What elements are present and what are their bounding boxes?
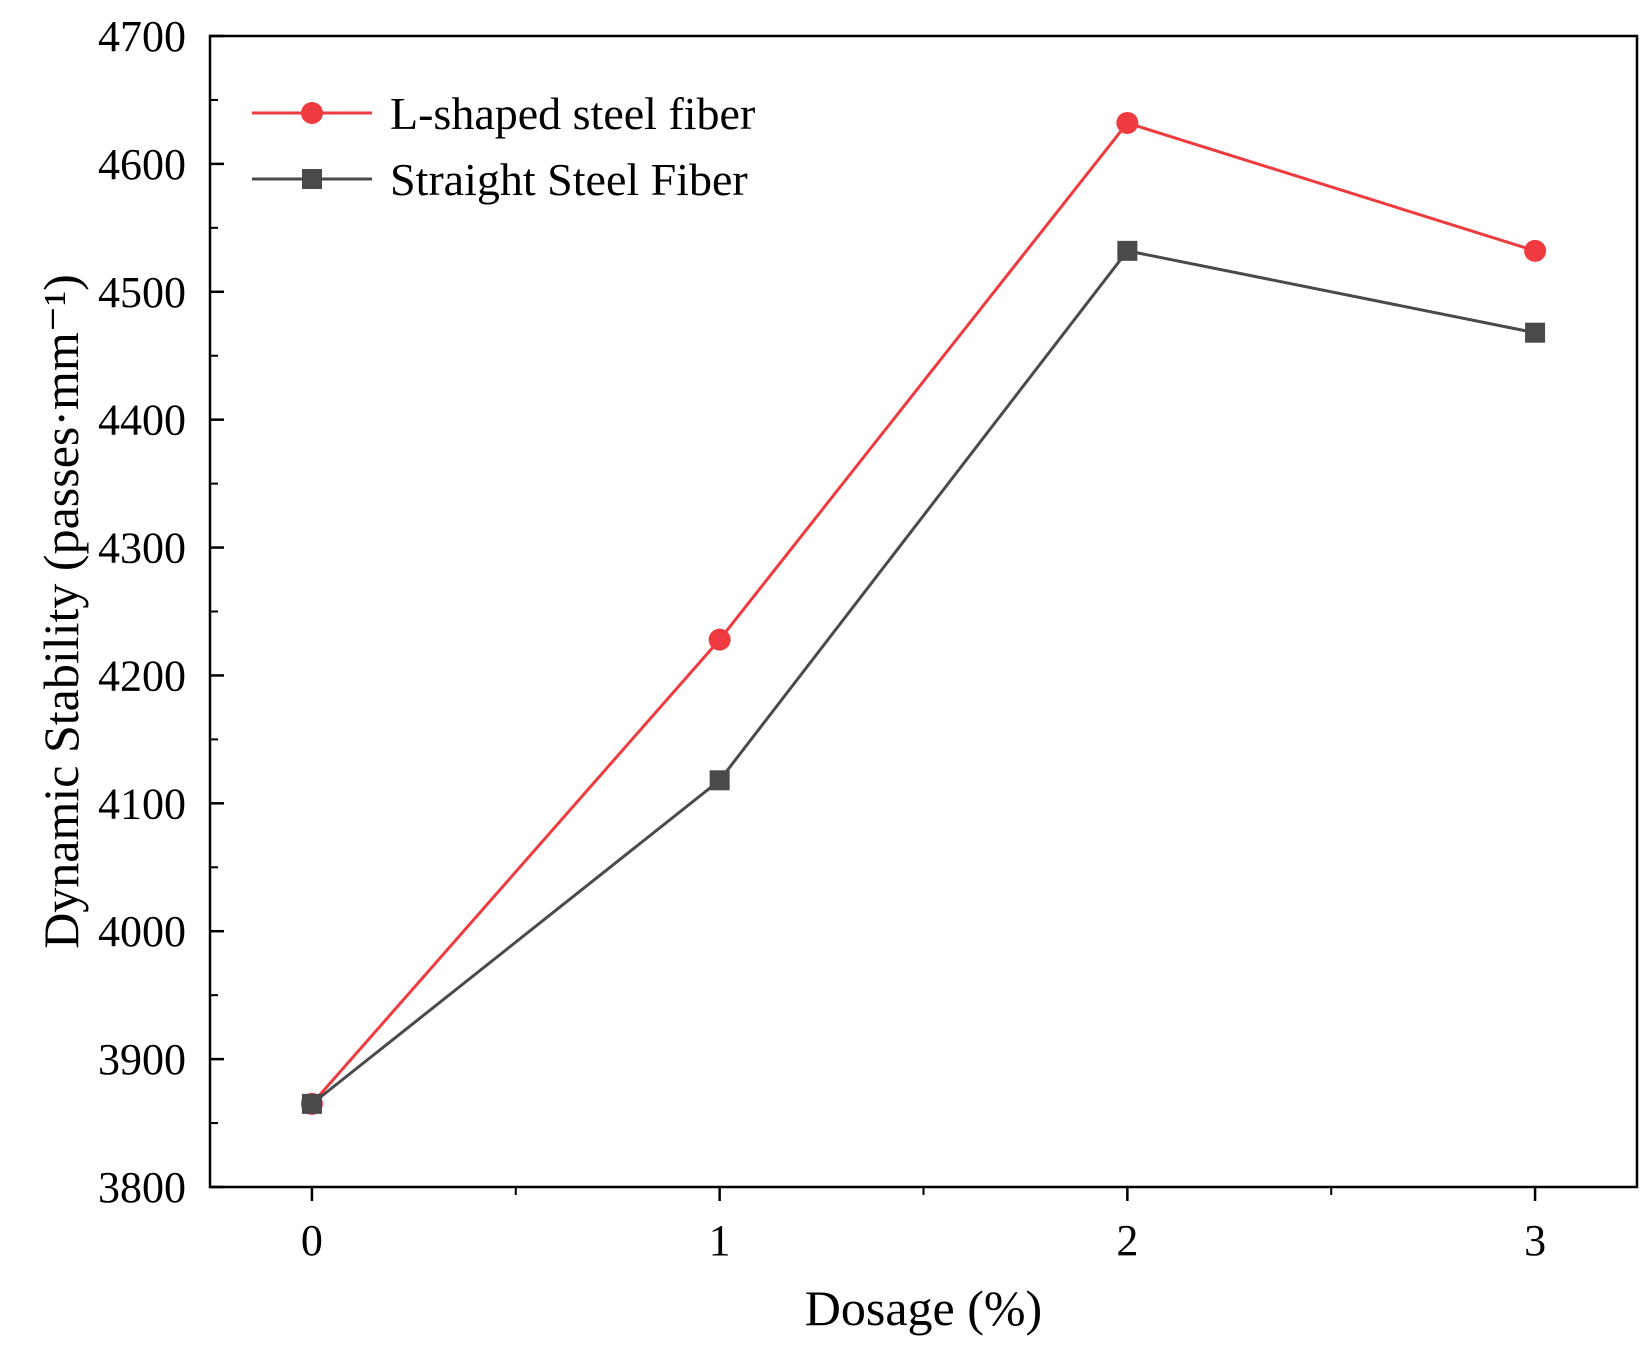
data-point bbox=[708, 628, 731, 651]
y-tick-label: 4300 bbox=[98, 524, 186, 573]
data-point bbox=[1524, 239, 1547, 262]
series-line bbox=[310, 121, 1536, 1105]
legend-entry: L-shaped steel fiber bbox=[252, 88, 755, 139]
x-tick-label: 3 bbox=[1524, 1216, 1546, 1265]
legend: L-shaped steel fiber Straight Steel Fiber bbox=[252, 88, 755, 205]
x-tick-label: 2 bbox=[1116, 1216, 1138, 1265]
y-tick-label: 4200 bbox=[98, 651, 186, 700]
data-point bbox=[709, 770, 730, 791]
data-point bbox=[1525, 322, 1546, 343]
series-layer bbox=[300, 111, 1547, 1115]
series-2 bbox=[301, 240, 1546, 1114]
x-axis-title: Dosage (%) bbox=[805, 1280, 1042, 1336]
data-point bbox=[1117, 240, 1138, 261]
axes-layer: 3800 3900 4000 4100 4200 4300 4400 4500 4600 4700… bbox=[98, 12, 1639, 1265]
data-point bbox=[301, 1093, 322, 1114]
legend-label: Straight Steel Fiber bbox=[390, 154, 748, 205]
x-tick-label: 0 bbox=[301, 1216, 323, 1265]
y-tick-label: 3900 bbox=[98, 1035, 186, 1084]
series-line bbox=[310, 249, 1536, 1106]
legend-entry: Straight Steel Fiber bbox=[252, 154, 748, 205]
x-tick-label: 1 bbox=[709, 1216, 731, 1265]
legend-marker bbox=[301, 102, 323, 124]
y-tick-label: 3800 bbox=[98, 1163, 186, 1212]
legend-marker bbox=[302, 169, 322, 189]
y-tick-label: 4600 bbox=[98, 140, 186, 189]
legend-label: L-shaped steel fiber bbox=[390, 88, 755, 139]
y-tick-label: 4700 bbox=[98, 12, 186, 61]
data-point bbox=[1116, 111, 1139, 134]
y-tick-label: 4000 bbox=[98, 907, 186, 956]
y-tick-label: 4100 bbox=[98, 779, 186, 828]
y-tick-label: 4500 bbox=[98, 268, 186, 317]
y-tick-label: 4400 bbox=[98, 396, 186, 445]
y-axis-title: Dynamic Stability (passes·mm⁻¹) bbox=[33, 274, 89, 949]
